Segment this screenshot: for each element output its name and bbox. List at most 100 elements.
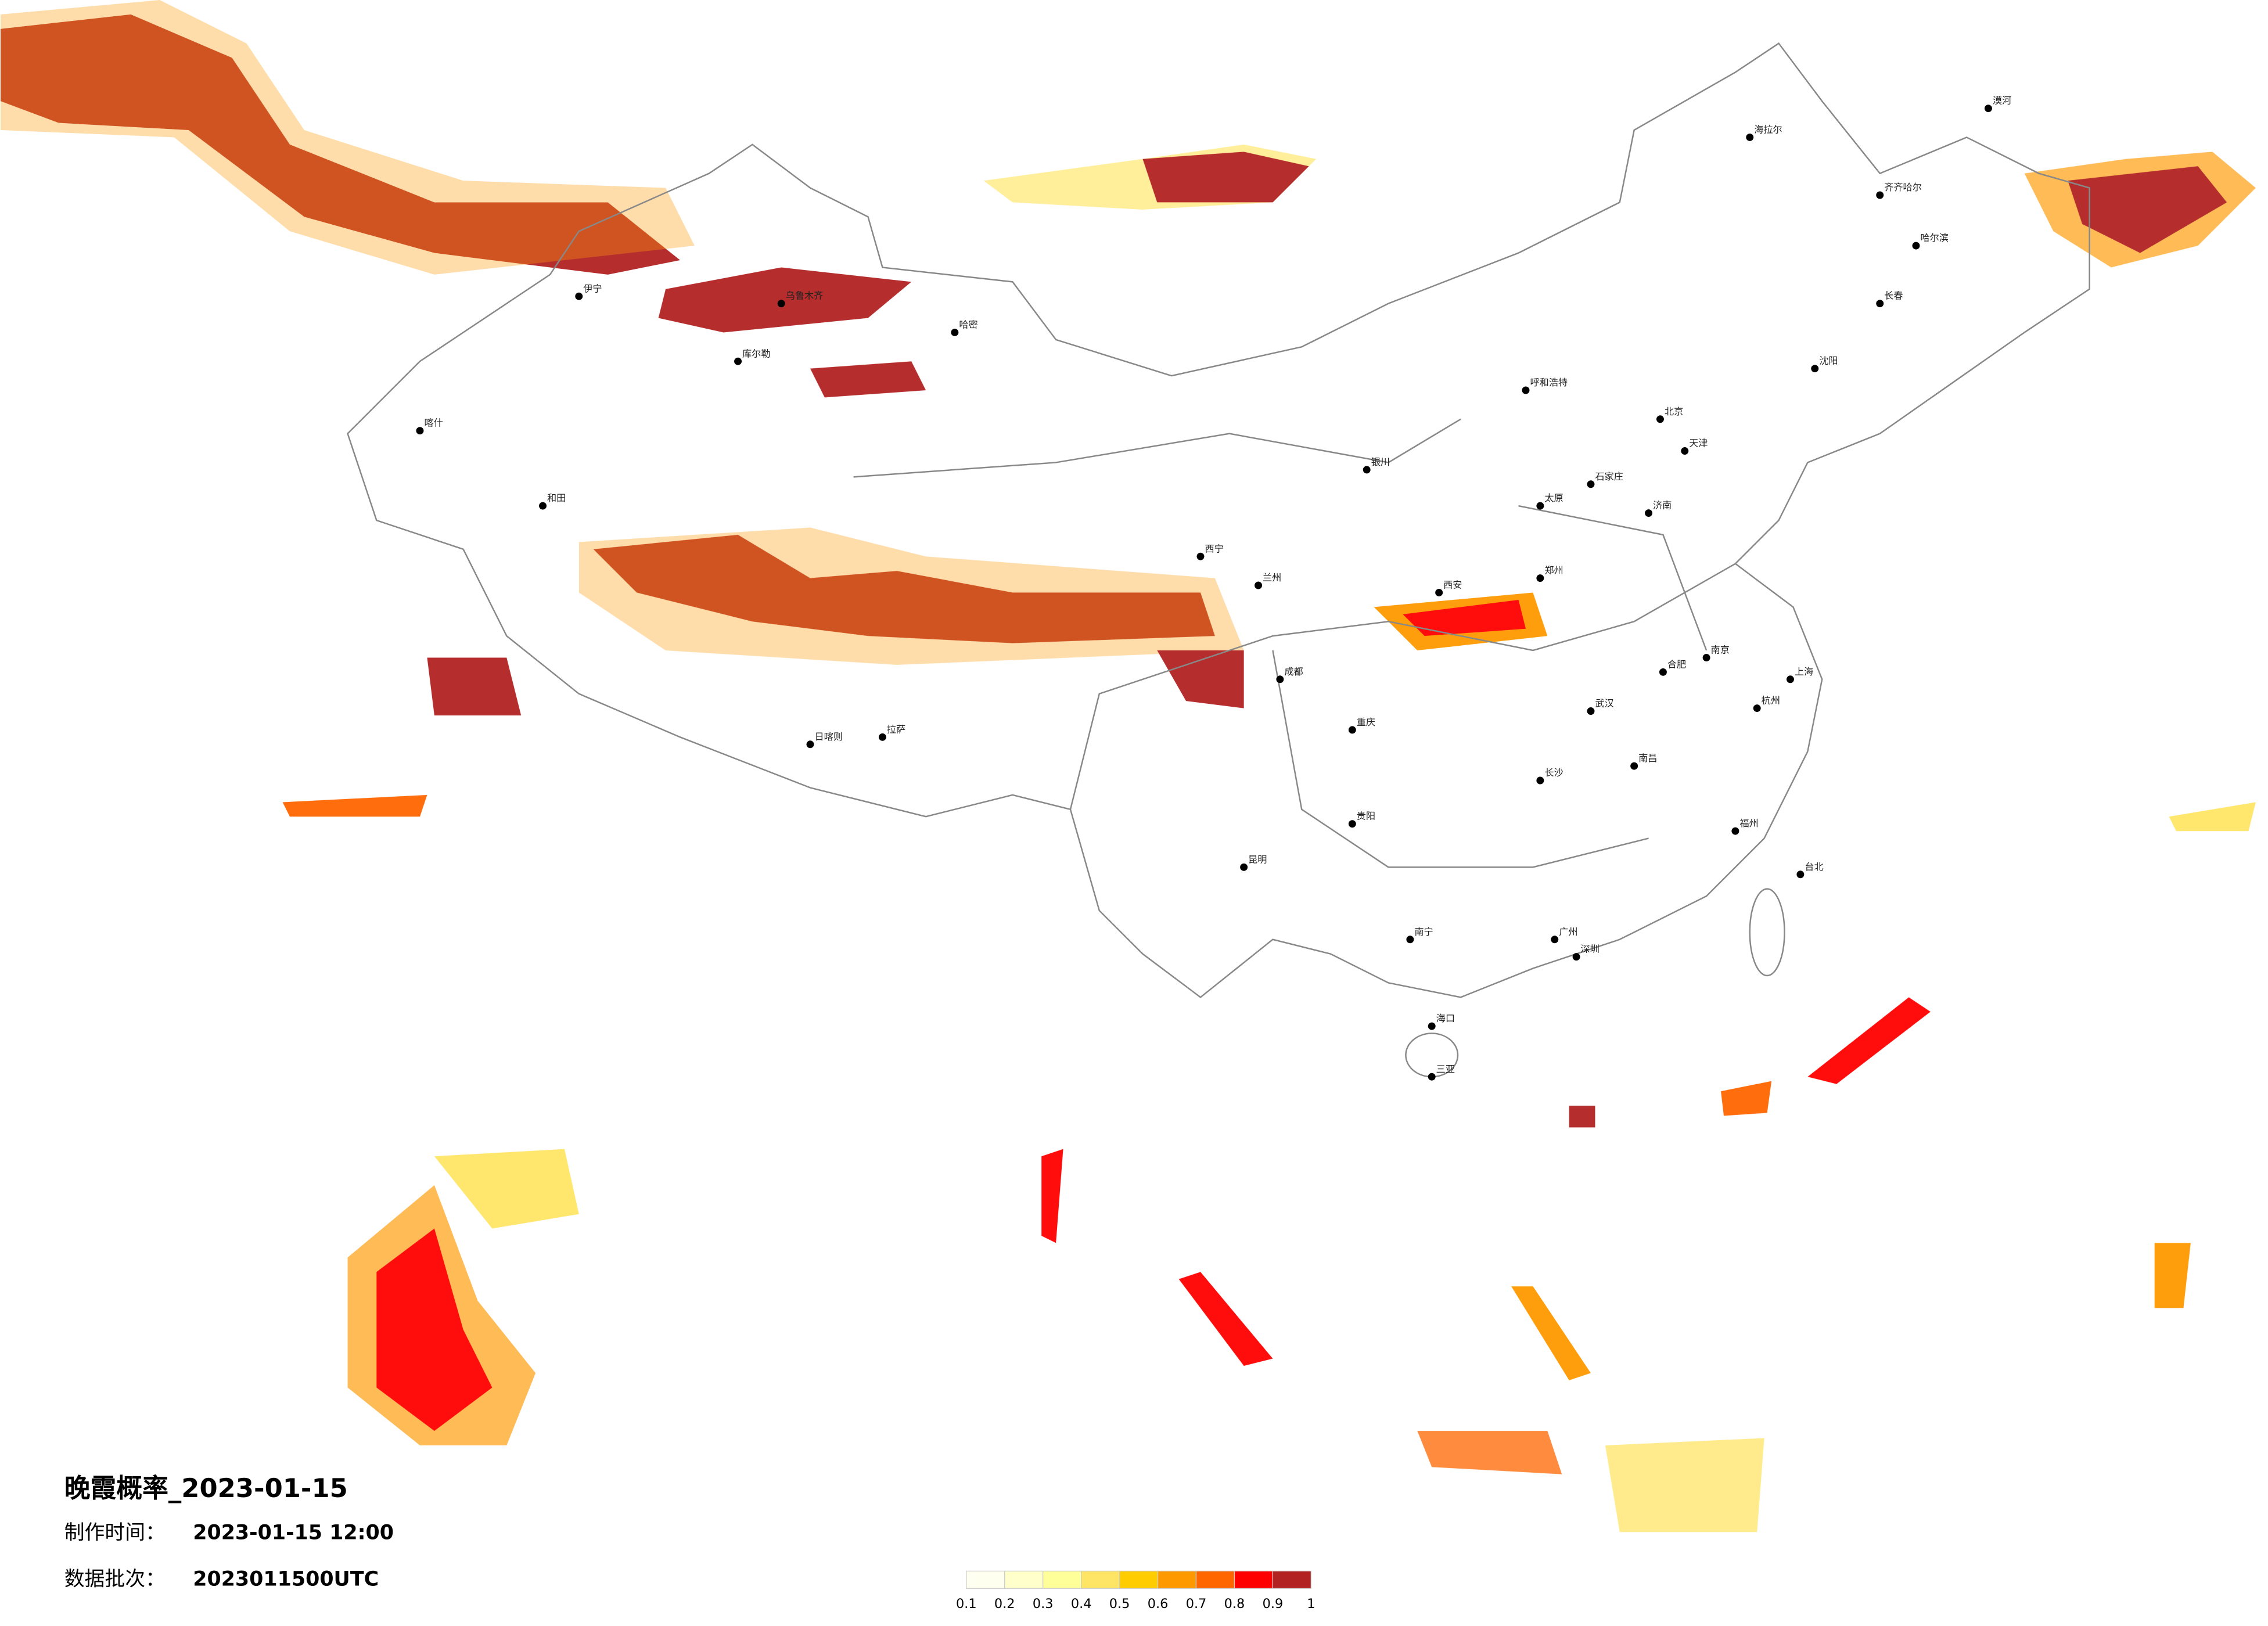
city-label: 海口 — [1436, 1013, 1455, 1024]
city-dot — [1796, 870, 1805, 879]
legend-tick: 0.5 — [1109, 1596, 1130, 1611]
city-dot — [1428, 1022, 1436, 1030]
info-label: 数据批次： — [64, 1567, 166, 1591]
city-label: 成都 — [1284, 666, 1303, 677]
city-dot — [1731, 827, 1739, 835]
city-label: 太原 — [1544, 492, 1563, 503]
legend-swatch — [1004, 1570, 1044, 1589]
city-label: 兰州 — [1263, 572, 1281, 583]
city-dot — [1572, 953, 1580, 961]
legend-tick: 0.7 — [1186, 1596, 1207, 1611]
city-label: 伊宁 — [583, 283, 602, 294]
city-dot — [1276, 675, 1284, 684]
city-label: 济南 — [1653, 500, 1672, 511]
city-dot — [1587, 480, 1595, 488]
info-value: 2023-01-15 12:00 — [193, 1521, 394, 1545]
probability-fields — [1, 0, 2256, 1533]
city-label: 北京 — [1665, 406, 1683, 417]
legend-swatch — [1043, 1570, 1082, 1589]
info-label: 制作时间： — [64, 1521, 166, 1545]
city-label: 漠河 — [1993, 95, 2011, 106]
city-label: 日喀则 — [814, 731, 842, 742]
legend-swatch — [966, 1570, 1005, 1589]
city-dot — [1522, 386, 1530, 394]
legend-tick: 0.1 — [956, 1596, 977, 1611]
legend-tick: 0.8 — [1224, 1596, 1245, 1611]
legend-swatch — [1081, 1570, 1120, 1589]
city-label: 广州 — [1559, 926, 1577, 937]
city-label: 武汉 — [1595, 698, 1613, 709]
city-dot — [1196, 552, 1205, 560]
boundaries — [347, 42, 2090, 1078]
city-dot — [1811, 365, 1819, 373]
city-label: 西安 — [1443, 580, 1462, 591]
city-label: 沈阳 — [1819, 355, 1838, 366]
city-dot — [777, 300, 785, 308]
city-label: 南宁 — [1414, 926, 1433, 937]
city-dot — [1753, 704, 1761, 713]
city-dot — [951, 328, 959, 336]
city-label: 南京 — [1711, 645, 1730, 656]
city-dot — [575, 292, 583, 300]
city-label: 哈密 — [959, 319, 977, 330]
city-dot — [1876, 191, 1884, 199]
city-label: 石家庄 — [1595, 471, 1623, 482]
city-label: 上海 — [1795, 666, 1813, 677]
city-dot — [1912, 242, 1920, 250]
city-label: 福州 — [1739, 818, 1758, 829]
legend-swatch — [1195, 1570, 1235, 1589]
legend-tick: 0.6 — [1148, 1596, 1169, 1611]
city-label: 库尔勒 — [742, 348, 770, 359]
city-dot — [1536, 776, 1544, 785]
city-dot — [1656, 415, 1664, 423]
city-dot — [1406, 936, 1414, 944]
city-label: 天津 — [1689, 438, 1708, 449]
city-dot — [1551, 936, 1559, 944]
city-dot — [1536, 502, 1544, 510]
city-label: 拉萨 — [887, 724, 905, 735]
city-dot — [1984, 105, 1992, 113]
city-dot — [1240, 863, 1248, 871]
legend-swatch — [1157, 1570, 1197, 1589]
city-dot — [539, 502, 547, 510]
legend-tick: 0.2 — [994, 1596, 1015, 1611]
city-label: 重庆 — [1357, 717, 1375, 728]
legend-tick: 1 — [1307, 1596, 1315, 1611]
city-label: 呼和浩特 — [1530, 377, 1568, 388]
city-label: 乌鲁木齐 — [786, 290, 824, 301]
city-dot — [1428, 1073, 1436, 1081]
city-dot — [1536, 574, 1544, 582]
city-dot — [1348, 726, 1356, 734]
city-label: 齐齐哈尔 — [1884, 182, 1922, 193]
city-dot — [734, 357, 742, 365]
city-dot — [1363, 466, 1371, 474]
city-dot — [1630, 762, 1638, 770]
city-label: 杭州 — [1762, 695, 1780, 706]
city-dot — [1435, 588, 1443, 596]
city-dot — [1786, 675, 1794, 684]
title: 晚霞概率_2023-01-15 — [64, 1473, 348, 1503]
legend-tick: 0.3 — [1033, 1596, 1054, 1611]
city-dot — [1702, 653, 1710, 661]
city-dot — [878, 733, 886, 741]
legend: 0.1 0.2 0.3 0.4 0.5 0.6 0.7 0.8 0.9 1 — [956, 1570, 1315, 1611]
city-dot — [1348, 820, 1356, 828]
city-label: 三亚 — [1436, 1063, 1455, 1074]
city-label: 郑州 — [1544, 565, 1563, 576]
city-dot — [1681, 447, 1689, 455]
city-dot — [1587, 707, 1595, 715]
legend-swatch — [1272, 1570, 1312, 1589]
city-label: 合肥 — [1667, 659, 1686, 670]
city-label: 台北 — [1805, 861, 1823, 872]
info-value: 2023011500UTC — [193, 1567, 379, 1591]
city-label: 喀什 — [424, 418, 443, 429]
legend-tick: 0.9 — [1263, 1596, 1284, 1611]
city-dot — [806, 740, 814, 749]
city-dot — [1659, 668, 1667, 676]
city-dot — [1876, 300, 1884, 308]
city-label: 和田 — [547, 492, 566, 503]
city-dot — [1645, 509, 1653, 517]
city-label: 银川 — [1371, 456, 1390, 467]
